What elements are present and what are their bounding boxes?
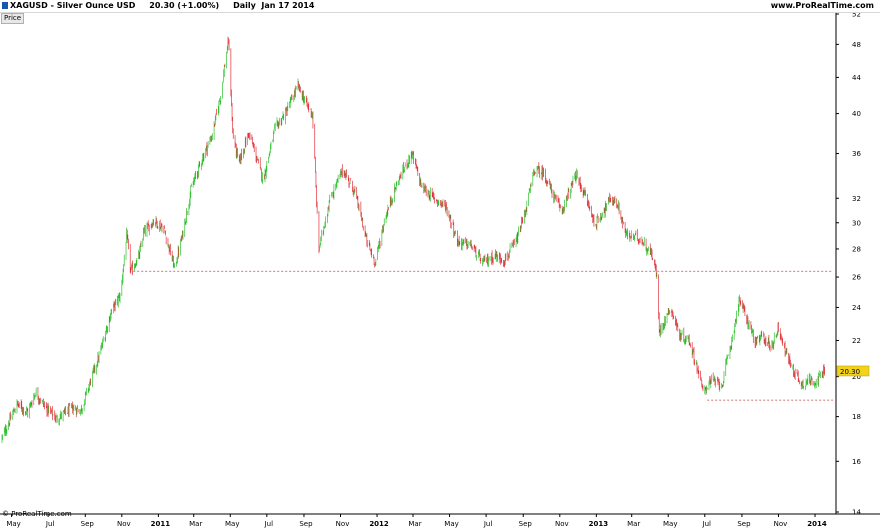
y-axis: 14 16 18 20 22 24 26 28 30 32 36 40 44 48 52 — [836, 11, 861, 517]
x-tick-label: Sep — [81, 520, 95, 528]
y-tick-label: 36 — [852, 150, 861, 158]
y-tick-label: 48 — [852, 41, 861, 49]
y-tick-label: 14 — [852, 509, 861, 517]
x-tick-label: May — [6, 520, 20, 528]
y-tick-label: 30 — [852, 219, 861, 227]
candlesticks — [1, 36, 825, 443]
last-price-badge — [836, 365, 870, 377]
site-link[interactable]: www.ProRealTime.com — [770, 1, 874, 10]
x-tick-label: Nov — [336, 520, 350, 528]
x-tick-label: May — [663, 520, 677, 528]
logo-icon — [2, 2, 8, 9]
x-tick-label: Jul — [702, 520, 712, 528]
y-tick-label: 52 — [852, 11, 861, 19]
x-tick-label: Nov — [117, 520, 131, 528]
x-tick-label: Sep — [737, 520, 751, 528]
x-tick-label: 2014 — [807, 520, 827, 528]
y-tick-label: 22 — [852, 337, 861, 345]
watermark: © ProRealTime.com — [2, 510, 72, 518]
x-tick-label: Jul — [483, 520, 493, 528]
chart-header: XAGUSD - Silver Ounce USD 20.30 (+1.00%)… — [0, 0, 880, 13]
y-tick-label: 24 — [852, 304, 861, 312]
x-tick-label: Nov — [774, 520, 788, 528]
last-price-marker: 20.30 — [836, 365, 870, 377]
support-lines — [133, 270, 833, 401]
y-tick-label: 26 — [852, 274, 861, 282]
x-tick-label: Mar — [189, 520, 202, 528]
y-tick-label: 40 — [852, 110, 861, 118]
x-tick-label: Sep — [519, 520, 533, 528]
y-tick-label: 44 — [852, 74, 861, 82]
x-tick-label: 2013 — [589, 520, 609, 528]
price-tab[interactable]: Price — [1, 13, 25, 24]
chart-title: XAGUSD - Silver Ounce USD 20.30 (+1.00%)… — [10, 1, 315, 10]
y-tick-label: 16 — [852, 458, 861, 466]
x-tick-label: Mar — [627, 520, 640, 528]
y-tick-label: 28 — [852, 245, 861, 253]
y-tick-label: 18 — [852, 413, 861, 421]
y-tick-label: 20 — [852, 373, 861, 381]
x-tick-label: Nov — [555, 520, 569, 528]
x-tick-label: 2011 — [151, 520, 171, 528]
x-tick-label: Jul — [264, 520, 274, 528]
x-tick-label: May — [225, 520, 239, 528]
x-tick-label: Jul — [45, 520, 55, 528]
x-tick-label: Mar — [408, 520, 421, 528]
x-tick-label: Sep — [299, 520, 313, 528]
y-tick-label: 32 — [852, 195, 861, 203]
x-tick-label: May — [444, 520, 458, 528]
last-price-label: 20.30 — [840, 368, 860, 376]
x-axis: May Jul Sep Nov 2011 Mar May Jul Sep Nov 2012 Mar Ma… — [6, 514, 827, 528]
x-tick-label: 2012 — [369, 520, 389, 528]
